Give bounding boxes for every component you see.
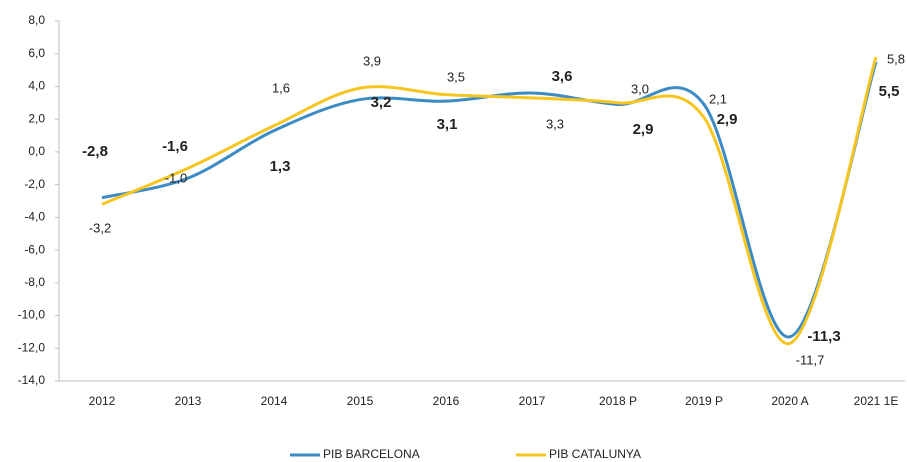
legend-label: PIB CATALUNYA [549,447,641,461]
x-tick-label: 2018 P [599,394,637,408]
data-label: 3,2 [371,94,392,111]
y-tick-label: -14,0 [18,373,46,387]
x-tick-label: 2021 1E [854,394,899,408]
data-label: -1,6 [162,138,188,155]
data-label: -3,2 [89,220,111,235]
y-tick-label: 8,0 [28,13,45,27]
x-tick-label: 2020 A [771,394,808,408]
x-tick-label: 2012 [89,394,116,408]
data-label: 5,8 [887,51,905,66]
x-tick-label: 2017 [519,394,546,408]
data-label: 2,1 [709,91,727,106]
data-label: 1,6 [272,80,290,95]
series-line [101,56,878,345]
x-tick-label: 2013 [175,394,202,408]
data-label: -11,3 [807,328,840,345]
data-label: 3,0 [631,81,649,96]
data-label: 5,5 [879,83,900,100]
legend-label: PIB BARCELONA [323,447,420,461]
y-tick-label: -2,0 [24,177,45,191]
x-tick-label: 2014 [261,394,288,408]
data-label: -1,0 [165,170,187,185]
y-tick-label: -6,0 [24,242,45,256]
y-tick-label: 2,0 [28,111,45,125]
data-label: -2,8 [82,143,108,160]
x-tick-label: 2019 P [685,394,723,408]
series-line [101,61,878,339]
data-label: 1,3 [270,158,291,175]
data-label: 3,3 [546,116,564,131]
y-tick-label: -8,0 [24,275,45,289]
data-label: 2,9 [633,121,654,138]
x-tick-label: 2015 [347,394,374,408]
data-label: 3,1 [437,116,458,133]
data-label: -11,7 [796,352,825,367]
y-tick-label: 0,0 [28,144,45,158]
y-tick-label: -4,0 [24,210,45,224]
data-label: 3,6 [552,68,573,85]
y-tick-label: -10,0 [18,308,46,322]
y-tick-label: -12,0 [18,340,46,354]
data-label: 2,9 [717,111,738,128]
x-tick-label: 2016 [433,394,460,408]
y-tick-label: 4,0 [28,79,45,93]
data-label: 3,9 [363,53,381,68]
y-tick-label: 6,0 [28,46,45,60]
data-label: 3,5 [447,69,465,84]
